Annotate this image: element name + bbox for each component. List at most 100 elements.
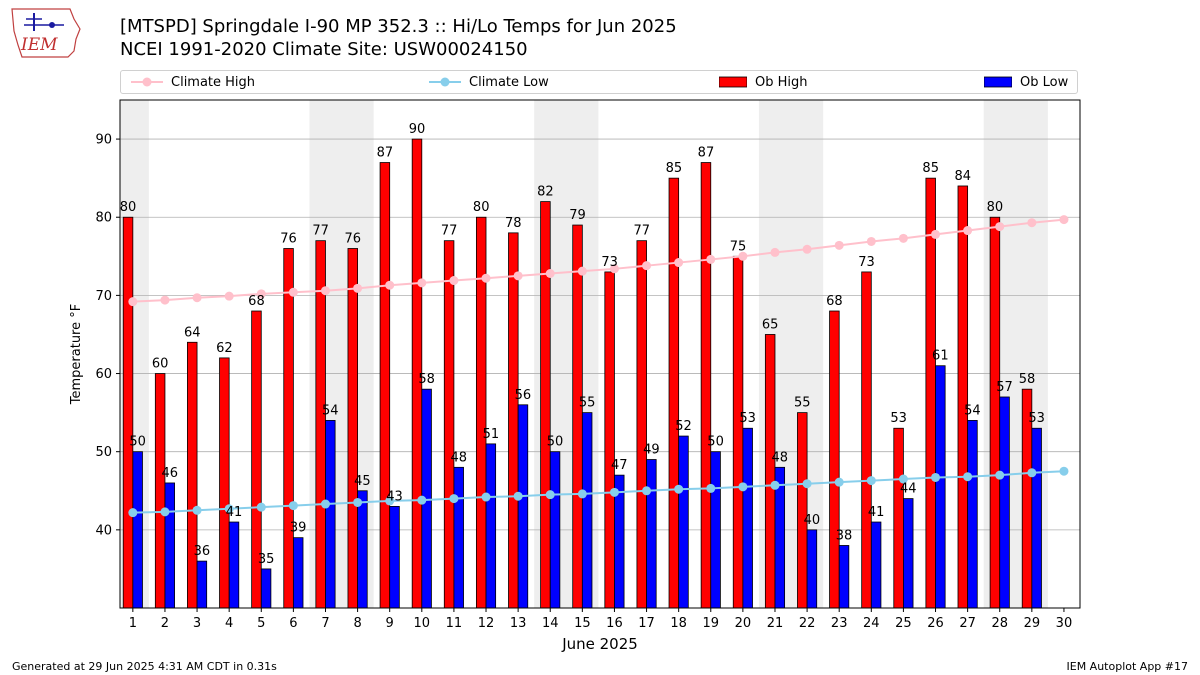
ob-high-bar — [154, 373, 166, 609]
ob-low-label: 38 — [836, 528, 853, 543]
ob-low-label: 58 — [418, 372, 435, 387]
climate-high-point — [674, 258, 684, 268]
x-tick-label: 30 — [1056, 616, 1073, 631]
plot-frame — [119, 99, 1081, 609]
ob-low-bar — [581, 412, 593, 609]
climate-high-point — [706, 254, 716, 264]
climate-low-point — [866, 476, 876, 486]
ob-low-bar — [967, 420, 978, 609]
legend-marker-ob-low — [984, 76, 1012, 88]
weekend-shade — [309, 100, 374, 608]
ob-low-bar — [838, 545, 850, 609]
ob-high-bar — [989, 216, 1001, 609]
ob-high-label: 73 — [601, 255, 618, 270]
ob-high-label: 65 — [762, 317, 779, 332]
climate-low-point — [898, 474, 908, 484]
ob-low-bar — [999, 396, 1010, 609]
ob-high-bar — [122, 216, 134, 609]
x-tick-label: 27 — [959, 616, 976, 631]
ob-low-label: 53 — [1028, 411, 1045, 426]
climate-high-point — [449, 276, 459, 286]
climate-high-point — [802, 244, 812, 254]
x-tick-label: 17 — [638, 616, 655, 631]
ob-high-bar — [861, 271, 872, 609]
climate-high-point — [256, 289, 266, 299]
chart-title: [MTSPD] Springdale I-90 MP 352.3 :: Hi/L… — [120, 16, 677, 37]
x-tick-label: 5 — [257, 616, 265, 631]
ob-high-label: 80 — [987, 200, 1004, 215]
ob-low-bar — [678, 435, 689, 609]
climate-low-point — [642, 486, 652, 496]
ob-low-bar — [774, 466, 786, 609]
climate-high-point — [642, 261, 652, 271]
climate-low-point — [449, 494, 459, 504]
legend-label-climate-high: Climate High — [171, 74, 256, 90]
ob-high-label: 87 — [698, 146, 715, 161]
climate-high-line — [132, 218, 1065, 303]
ob-high-label: 76 — [280, 231, 297, 246]
climate-low-point — [770, 480, 780, 490]
x-tick-label: 14 — [542, 616, 559, 631]
ob-high-bar — [829, 310, 840, 609]
x-tick-label: 4 — [225, 616, 233, 631]
ob-high-label: 68 — [248, 294, 265, 309]
climate-high-point — [609, 264, 619, 274]
ob-low-label: 35 — [258, 552, 275, 567]
ob-low-bar — [485, 443, 497, 609]
legend-label-climate-low: Climate Low — [469, 74, 549, 90]
chart-subtitle: NCEI 1991-2020 Climate Site: USW00024150 — [120, 39, 528, 60]
y-tick-label: 60 — [95, 367, 112, 382]
x-tick-label: 29 — [1024, 616, 1041, 631]
climate-high-point — [513, 271, 523, 281]
iem-logo: IEM — [8, 5, 84, 63]
climate-lines — [128, 215, 1069, 518]
ob-high-label: 85 — [922, 161, 939, 176]
ob-high-label: 68 — [826, 294, 843, 309]
climate-low-point — [1059, 466, 1069, 476]
weekend-shade — [758, 100, 824, 608]
ob-low-bar — [421, 388, 432, 609]
y-tick-label: 90 — [95, 133, 112, 148]
climate-high-point — [128, 297, 138, 307]
footer-generated: Generated at 29 Jun 2025 4:31 AM CDT in … — [12, 660, 277, 673]
legend-item-ob-low: Ob Low — [984, 71, 1068, 93]
footer-app: IEM Autoplot App #17 — [1066, 660, 1189, 673]
ob-low-label: 47 — [611, 458, 628, 473]
climate-low-point — [128, 508, 138, 518]
climate-low-point — [1027, 468, 1037, 478]
ob-low-label: 48 — [450, 450, 467, 465]
legend-label-ob-low: Ob Low — [1020, 74, 1069, 90]
y-tick-label: 80 — [95, 211, 112, 226]
ob-low-label: 40 — [804, 513, 821, 528]
ob-low-label: 54 — [964, 403, 981, 418]
ob-low-bar — [806, 529, 818, 609]
ob-high-label: 87 — [377, 146, 394, 161]
climate-low-point — [288, 501, 298, 511]
ob-high-bar — [443, 240, 455, 609]
ob-low-label: 48 — [772, 450, 789, 465]
ob-low-label: 36 — [194, 544, 211, 559]
climate-high-point — [834, 240, 844, 250]
bar-value-labels: 80 50 60 46 64 36 62 41 68 35 76 39 77 54 76 45 87 43 90 58… — [120, 122, 1045, 567]
ob-high-label: 78 — [505, 216, 522, 231]
x-tick-label: 11 — [446, 616, 463, 631]
x-tick-label: 26 — [927, 616, 944, 631]
ob-high-bar — [1021, 388, 1033, 609]
ob-high-label: 55 — [794, 396, 811, 411]
ob-high-label: 85 — [666, 161, 683, 176]
climate-low-point — [609, 487, 619, 497]
ob-low-bar — [292, 537, 304, 609]
ob-high-label: 77 — [633, 224, 650, 239]
weekend-shade — [983, 100, 1048, 608]
climate-high-point — [995, 222, 1005, 232]
climate-low-point — [224, 504, 234, 514]
ob-high-bar — [797, 412, 808, 609]
ob-low-bar — [710, 451, 721, 609]
climate-high-point — [192, 293, 202, 303]
ob-high-bar — [540, 201, 551, 609]
ob-low-label: 50 — [707, 435, 724, 450]
ob-high-label: 84 — [955, 169, 972, 184]
ob-low-label: 55 — [579, 396, 596, 411]
ob-low-label: 43 — [386, 489, 403, 504]
